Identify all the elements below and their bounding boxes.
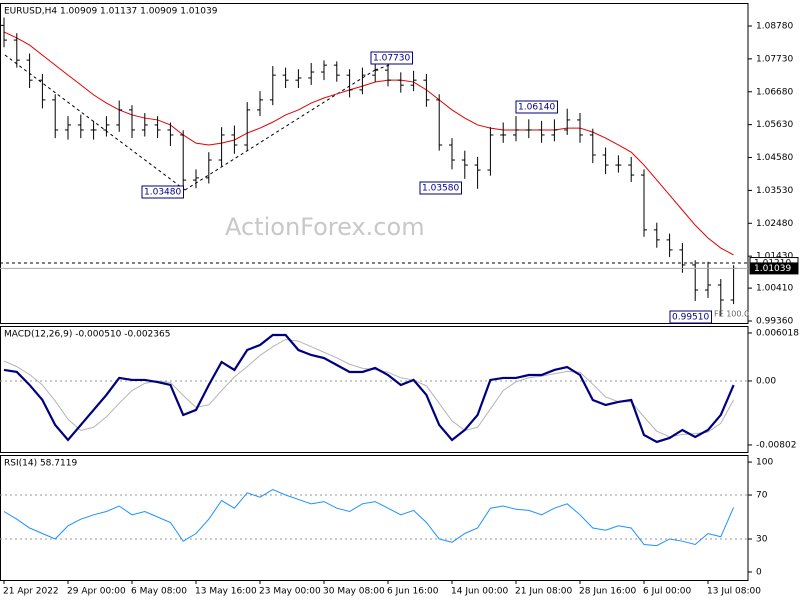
x-tick-label: 6 Jun 16:00 — [387, 587, 439, 597]
annotation-box — [419, 181, 462, 195]
annotation: 1.03480 — [144, 188, 181, 198]
annotation: 0.99510 — [672, 313, 709, 323]
annotation: FE 100.0 — [714, 310, 749, 319]
y-tick-label: 1.01430 — [756, 252, 793, 262]
x-tick-label: 21 Jun 08:00 — [515, 587, 572, 597]
y-tick-label: 1.05630 — [756, 120, 793, 130]
moving-average — [3, 31, 734, 256]
y-tick-label: 30 — [756, 534, 768, 544]
price-label-box — [749, 262, 799, 275]
x-tick-label: 6 May 08:00 — [131, 587, 187, 597]
annotation-box — [141, 185, 184, 199]
x-tick-label: 23 May 00:00 — [259, 587, 321, 597]
x-tick-label: 6 Jul 00:00 — [643, 587, 692, 597]
annotation: 1.07730 — [373, 54, 410, 64]
y-tick-label: 1.04580 — [756, 153, 793, 163]
x-tick-label: 14 Jun 00:00 — [451, 587, 508, 597]
y-tick-label: 0 — [756, 567, 762, 577]
watermark: ActionForex.com — [225, 213, 425, 241]
annotation-box — [515, 100, 558, 114]
y-tick-label: 0.00 — [756, 376, 776, 386]
y-tick-label: 1.03530 — [756, 186, 793, 196]
y-tick-label: 1.06680 — [756, 87, 793, 97]
y-tick-label: 100 — [756, 458, 773, 468]
x-tick-label: 28 Jun 16:00 — [579, 587, 636, 597]
x-tick-label: 13 May 16:00 — [195, 587, 257, 597]
y-tick-label: 1.00410 — [756, 284, 793, 294]
x-tick-label: 13 Jul 08:00 — [707, 587, 761, 597]
annotation-box — [669, 310, 712, 324]
price-label: 1.01039 — [754, 264, 791, 274]
macd-line — [3, 333, 735, 444]
annotation-box — [370, 51, 413, 65]
x-tick-label: 21 Apr 2022 — [3, 587, 59, 597]
zigzag-line — [4, 54, 186, 191]
y-tick-label: 70 — [756, 491, 768, 501]
annotation: 1.03580 — [422, 184, 459, 194]
panel-frame — [0, 3, 749, 324]
panel-title: RSI(14) 58.7119 — [4, 459, 77, 469]
x-tick-label: 30 May 08:00 — [323, 587, 385, 597]
panel-title: EURUSD,H4 1.00909 1.01137 1.00909 1.0103… — [4, 7, 218, 17]
rsi-line — [3, 488, 735, 547]
y-tick-label: 0.006018 — [756, 328, 799, 338]
y-tick-label: 1.07730 — [756, 54, 793, 64]
y-tick-label: 1.02480 — [756, 219, 793, 229]
x-tick-label: 29 Apr 00:00 — [67, 587, 126, 597]
zigzag-line — [184, 69, 376, 191]
panel-title: MACD(12,26,9) -0.000510 -0.002365 — [4, 330, 170, 340]
y-tick-label: -0.00802 — [756, 440, 796, 450]
y-tick-label: 0.99360 — [756, 316, 793, 326]
panel-frame — [0, 455, 749, 581]
annotation: 1.06140 — [518, 103, 555, 113]
panel-frame — [0, 326, 749, 453]
y-tick-label: 1.08780 — [756, 21, 793, 31]
